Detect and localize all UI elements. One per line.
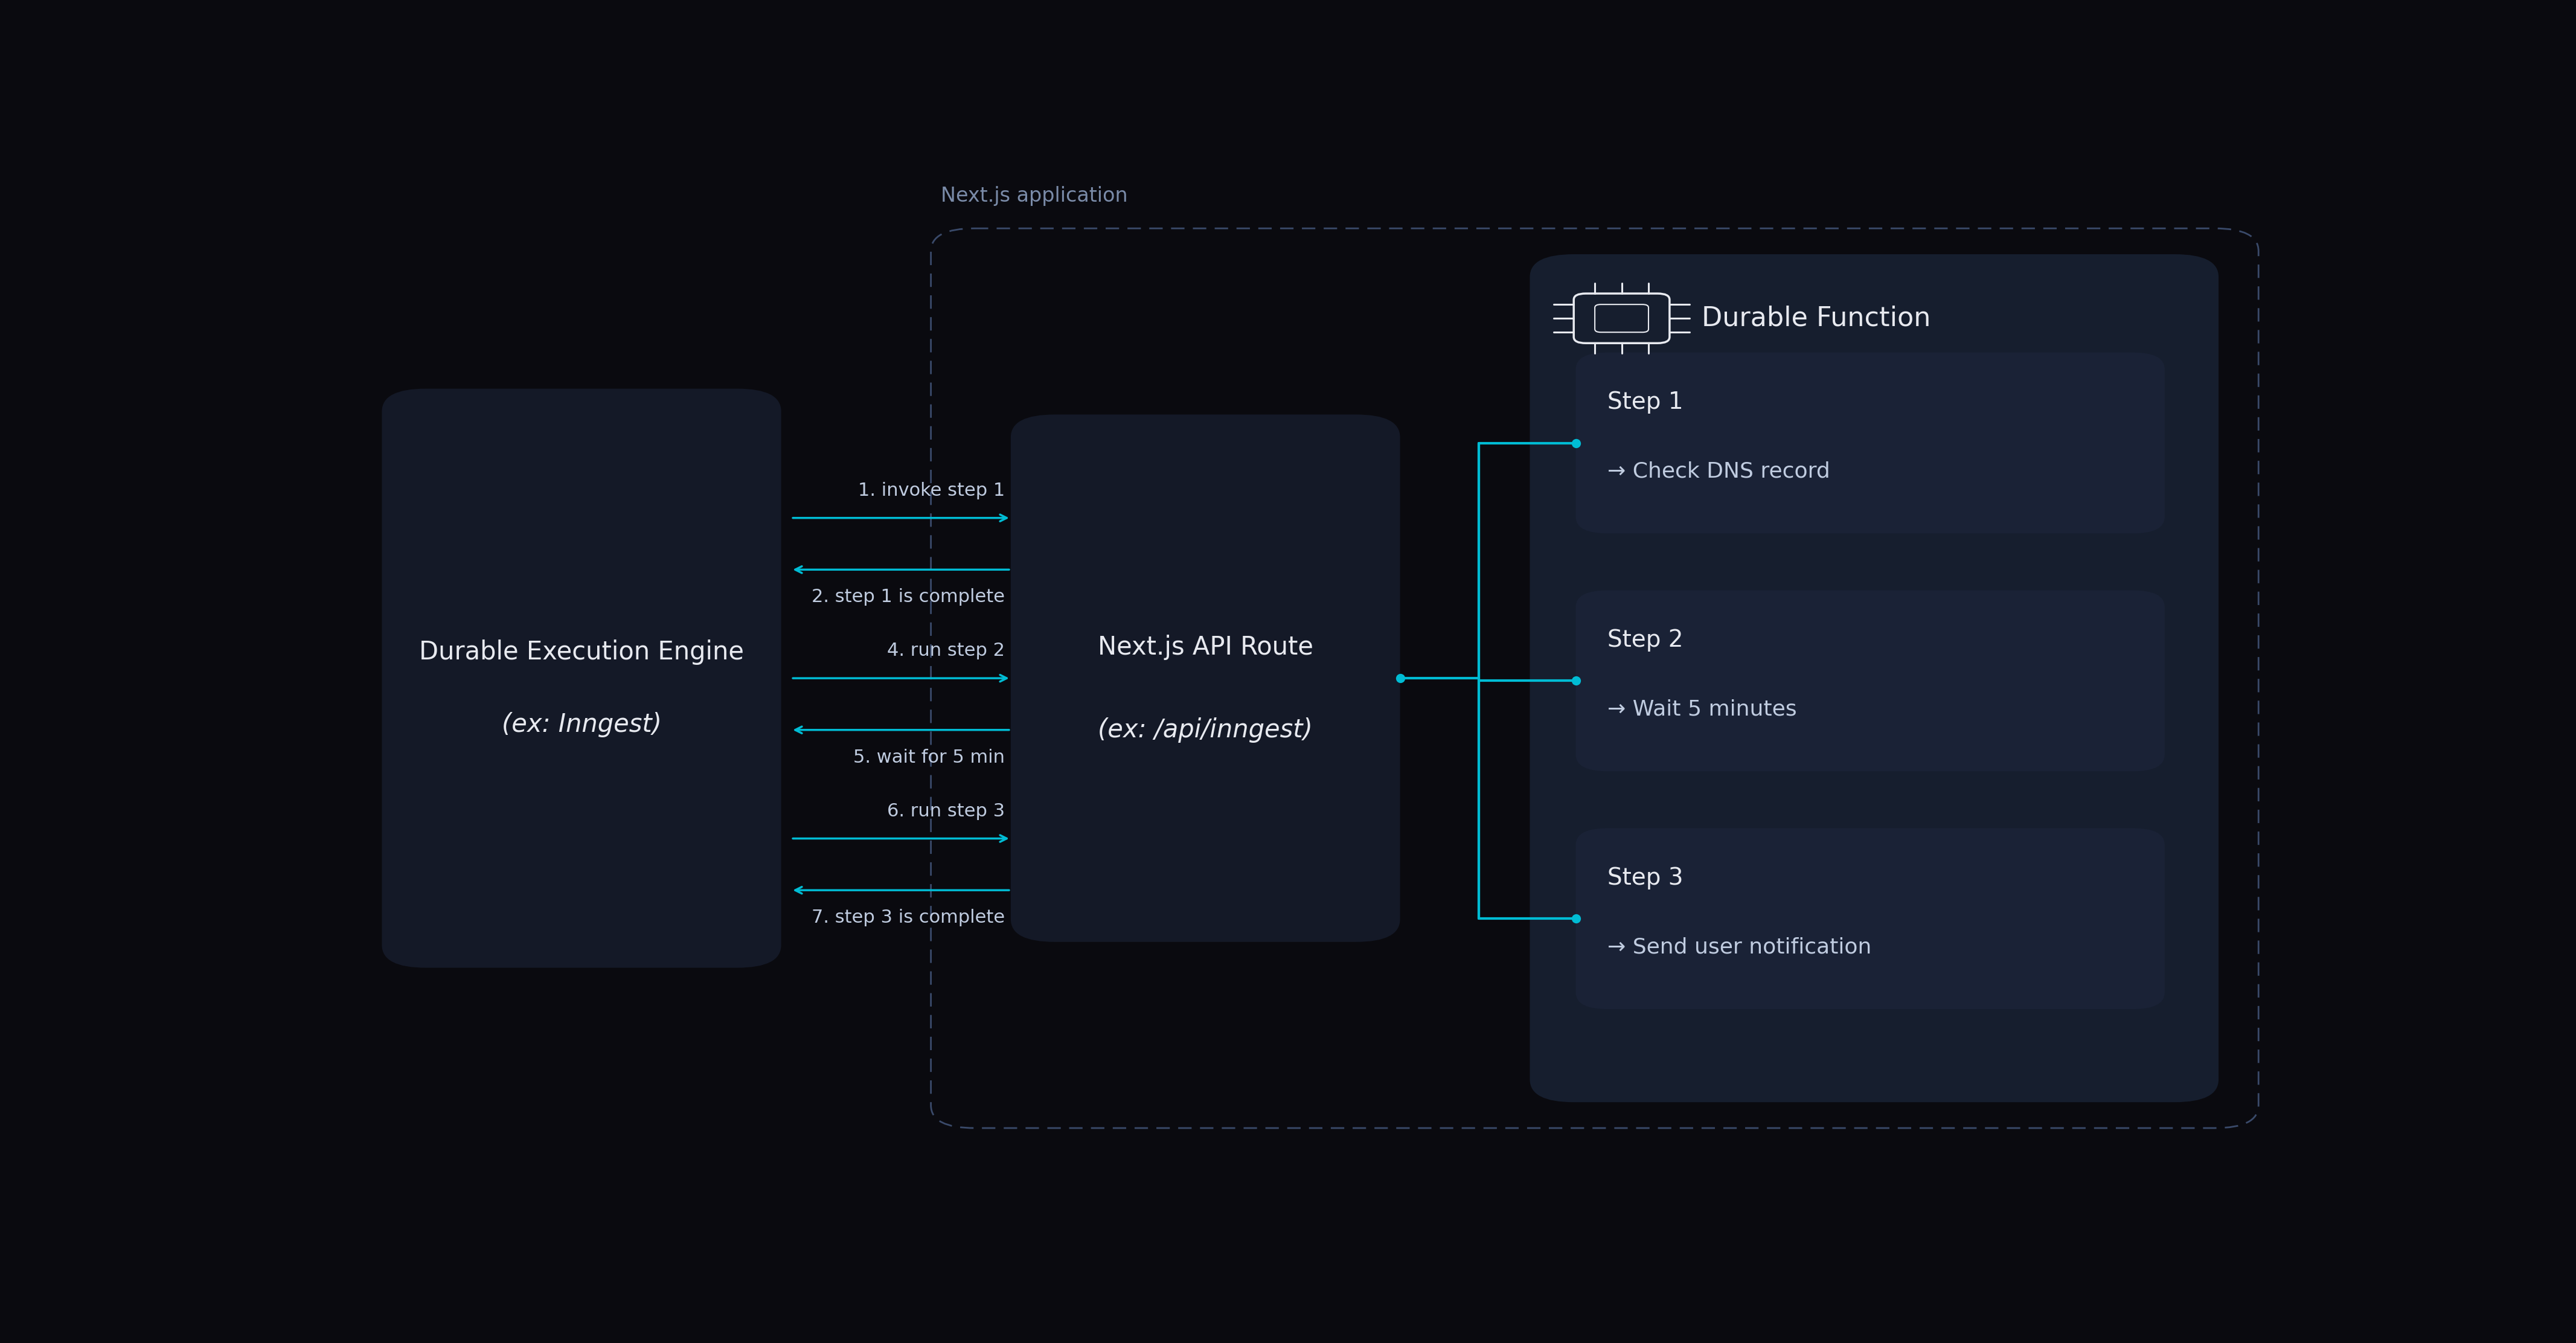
FancyBboxPatch shape bbox=[1577, 829, 2164, 1009]
FancyBboxPatch shape bbox=[1595, 305, 1649, 332]
FancyBboxPatch shape bbox=[1010, 415, 1401, 941]
Text: 1. invoke step 1: 1. invoke step 1 bbox=[858, 482, 1005, 500]
FancyBboxPatch shape bbox=[1577, 591, 2164, 771]
Text: (ex: /api/inngest): (ex: /api/inngest) bbox=[1097, 717, 1314, 743]
Text: Durable Function: Durable Function bbox=[1703, 305, 1929, 332]
Text: 2. step 1 is complete: 2. step 1 is complete bbox=[811, 588, 1005, 606]
Text: 5. wait for 5 min: 5. wait for 5 min bbox=[853, 748, 1005, 766]
FancyBboxPatch shape bbox=[1577, 352, 2164, 533]
FancyBboxPatch shape bbox=[1574, 294, 1669, 344]
FancyBboxPatch shape bbox=[381, 388, 781, 968]
Text: Step 2: Step 2 bbox=[1607, 629, 1685, 651]
Text: Next.js application: Next.js application bbox=[940, 185, 1128, 205]
FancyBboxPatch shape bbox=[1530, 254, 2218, 1103]
Text: Step 3: Step 3 bbox=[1607, 866, 1685, 889]
Text: → Send user notification: → Send user notification bbox=[1607, 937, 1873, 958]
Text: 4. run step 2: 4. run step 2 bbox=[886, 642, 1005, 659]
Text: 6. run step 3: 6. run step 3 bbox=[886, 802, 1005, 819]
Text: → Check DNS record: → Check DNS record bbox=[1607, 461, 1832, 482]
Text: (ex: Inngest): (ex: Inngest) bbox=[502, 712, 662, 737]
Text: 7. step 3 is complete: 7. step 3 is complete bbox=[811, 909, 1005, 927]
Text: Step 1: Step 1 bbox=[1607, 391, 1685, 414]
Text: → Wait 5 minutes: → Wait 5 minutes bbox=[1607, 698, 1798, 720]
Text: Durable Execution Engine: Durable Execution Engine bbox=[420, 639, 744, 665]
Text: Next.js API Route: Next.js API Route bbox=[1097, 634, 1314, 659]
